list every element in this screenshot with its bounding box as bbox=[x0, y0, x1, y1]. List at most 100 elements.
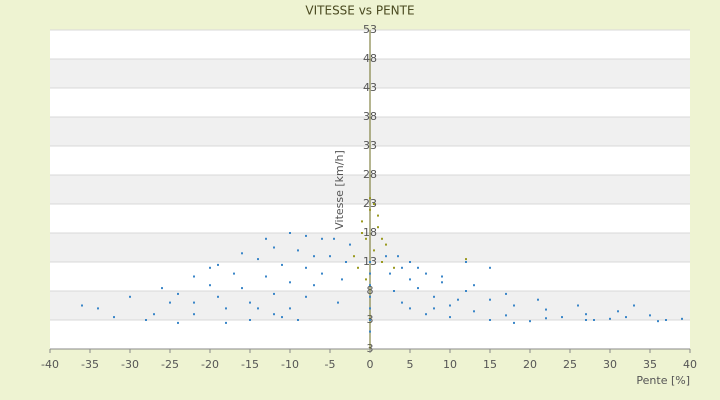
point bbox=[345, 261, 347, 263]
point bbox=[209, 284, 211, 287]
point bbox=[369, 319, 371, 321]
point bbox=[337, 301, 339, 304]
point bbox=[377, 226, 379, 229]
point bbox=[465, 261, 467, 263]
point bbox=[313, 255, 315, 258]
point bbox=[449, 304, 451, 307]
point bbox=[417, 287, 419, 290]
point bbox=[369, 284, 371, 287]
point bbox=[545, 308, 547, 311]
x-tick-label: -5 bbox=[325, 358, 336, 371]
point bbox=[369, 261, 371, 263]
point bbox=[273, 246, 275, 249]
point bbox=[193, 275, 195, 278]
point bbox=[241, 252, 243, 255]
point bbox=[617, 310, 619, 313]
x-tick-label: 40 bbox=[683, 358, 697, 371]
point bbox=[361, 220, 363, 223]
point bbox=[129, 295, 131, 298]
point bbox=[333, 237, 335, 240]
point bbox=[97, 307, 99, 310]
x-tick-label: 0 bbox=[367, 358, 374, 371]
point bbox=[281, 263, 283, 266]
point bbox=[249, 301, 251, 304]
point bbox=[513, 304, 515, 307]
point bbox=[513, 321, 515, 324]
chart-title: VITESSE vs PENTE bbox=[305, 4, 414, 18]
point bbox=[409, 261, 411, 263]
point bbox=[449, 316, 451, 319]
x-tick-label: 30 bbox=[603, 358, 617, 371]
point bbox=[297, 319, 299, 321]
point bbox=[489, 319, 491, 321]
x-tick-label: -40 bbox=[41, 358, 59, 371]
point bbox=[369, 330, 371, 333]
point bbox=[369, 197, 371, 200]
point bbox=[377, 214, 379, 217]
point bbox=[349, 243, 351, 246]
point bbox=[289, 281, 291, 284]
point bbox=[373, 203, 375, 205]
point bbox=[441, 275, 443, 278]
point bbox=[529, 320, 531, 323]
point bbox=[465, 258, 467, 261]
point bbox=[161, 287, 163, 290]
x-tick-label: 10 bbox=[443, 358, 457, 371]
point bbox=[273, 292, 275, 295]
point bbox=[329, 255, 331, 258]
point bbox=[425, 313, 427, 316]
x-tick-label: 25 bbox=[563, 358, 577, 371]
point bbox=[401, 266, 403, 269]
x-tick-label: 20 bbox=[523, 358, 537, 371]
point bbox=[257, 258, 259, 261]
point bbox=[145, 319, 147, 321]
point bbox=[365, 237, 367, 240]
point bbox=[401, 301, 403, 304]
point bbox=[225, 321, 227, 324]
point bbox=[209, 266, 211, 269]
point bbox=[353, 255, 355, 258]
point bbox=[397, 255, 399, 258]
point bbox=[393, 290, 395, 292]
x-tick-label: -35 bbox=[81, 358, 99, 371]
point bbox=[505, 292, 507, 295]
x-tick-label: -15 bbox=[241, 358, 259, 371]
point bbox=[177, 292, 179, 295]
point bbox=[305, 234, 307, 237]
point bbox=[265, 275, 267, 278]
point bbox=[381, 237, 383, 240]
point bbox=[409, 278, 411, 281]
point bbox=[657, 320, 659, 323]
point bbox=[193, 313, 195, 316]
point bbox=[505, 314, 507, 317]
point bbox=[561, 316, 563, 319]
point bbox=[369, 295, 371, 298]
point bbox=[257, 307, 259, 310]
point bbox=[633, 304, 635, 307]
point bbox=[593, 319, 595, 321]
x-tick-label: -25 bbox=[161, 358, 179, 371]
point bbox=[273, 313, 275, 316]
point bbox=[537, 298, 539, 301]
x-tick-label: -20 bbox=[201, 358, 219, 371]
point bbox=[305, 266, 307, 269]
point bbox=[81, 304, 83, 307]
point bbox=[357, 266, 359, 269]
point bbox=[289, 232, 291, 234]
point bbox=[457, 298, 459, 301]
point bbox=[389, 272, 391, 275]
point bbox=[217, 295, 219, 298]
point bbox=[297, 249, 299, 252]
point bbox=[409, 307, 411, 310]
point bbox=[341, 278, 343, 281]
point bbox=[585, 319, 587, 321]
point bbox=[665, 319, 667, 321]
point bbox=[289, 307, 291, 310]
point bbox=[585, 313, 587, 316]
x-tick-label: -30 bbox=[121, 358, 139, 371]
point bbox=[169, 301, 171, 304]
point bbox=[305, 295, 307, 298]
point bbox=[281, 316, 283, 319]
point bbox=[381, 261, 383, 263]
point bbox=[321, 237, 323, 240]
